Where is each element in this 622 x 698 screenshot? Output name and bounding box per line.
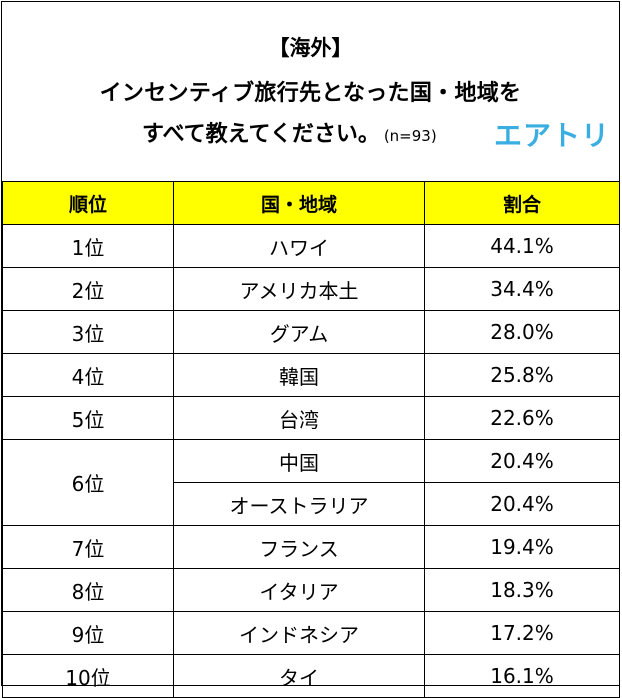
rank-cell: 1位 [2, 224, 174, 268]
percentage-cell: 20.4% [424, 482, 620, 526]
region-cell: タイ [173, 654, 425, 698]
table-row: 10位 タイ 16.1% [2, 654, 620, 698]
region-cell: インドネシア [173, 611, 425, 655]
rank-cell: 6位 [2, 439, 174, 526]
figure-header: 【海外】 インセンティブ旅行先となった国・地域を すべて教えてください。 (n=9… [2, 2, 619, 181]
table-row: 9位 インドネシア 17.2% [2, 611, 620, 655]
table-row: 1位 ハワイ 44.1% [2, 224, 620, 268]
table-header-row: 順位 国・地域 割合 [2, 181, 620, 225]
region-cell: イタリア [173, 568, 425, 612]
percentage-cell: 20.4% [424, 439, 620, 483]
table-row: 8位 イタリア 18.3% [2, 568, 620, 612]
column-header-region: 国・地域 [173, 181, 425, 225]
region-cell: フランス [173, 525, 425, 569]
table-row: 7位 フランス 19.4% [2, 525, 620, 569]
region-cell: グアム [173, 310, 425, 354]
percentage-cell: 17.2% [424, 611, 620, 655]
rank-cell: 8位 [2, 568, 174, 612]
airtrip-logo: エアトリ [494, 119, 611, 152]
category-label: 【海外】 [268, 36, 353, 60]
rank-cell: 5位 [2, 396, 174, 440]
question-title: インセンティブ旅行先となった国・地域を [99, 81, 522, 106]
percentage-cell: 16.1% [424, 654, 620, 698]
table-row: オーストラリア 20.4% [3, 482, 620, 526]
sample-size: (n=93) [383, 127, 437, 145]
rank-cell: 9位 [2, 611, 174, 655]
table-row: 2位 アメリカ本土 34.4% [2, 267, 620, 311]
question-title-continued: すべて教えてください。 (n=93) [142, 116, 437, 148]
region-cell: アメリカ本土 [173, 267, 425, 311]
table-row: 3位 グアム 28.0% [2, 310, 620, 354]
region-cell: オーストラリア [173, 482, 425, 526]
table-row: 5位 台湾 22.6% [2, 396, 620, 440]
rank-cell: 2位 [2, 267, 174, 311]
region-cell: 台湾 [173, 396, 425, 440]
percentage-cell: 34.4% [424, 267, 620, 311]
percentage-cell: 25.8% [424, 353, 620, 397]
percentage-cell: 19.4% [424, 525, 620, 569]
region-cell: 韓国 [173, 353, 425, 397]
rank-cell: 7位 [2, 525, 174, 569]
ranking-table: 順位 国・地域 割合 1位 ハワイ 44.1% 2位 アメリカ本土 34.4% … [2, 181, 620, 698]
rank-cell: 3位 [2, 310, 174, 354]
rank-cell: 10位 [2, 654, 174, 698]
percentage-cell: 18.3% [424, 568, 620, 612]
table-row: 6位 中国 20.4% [2, 439, 620, 526]
table-row: 4位 韓国 25.8% [2, 353, 620, 397]
column-header-percentage: 割合 [424, 181, 620, 225]
question-title-line3: すべて教えてください。 [142, 122, 380, 147]
region-cell: 中国 [173, 439, 425, 483]
percentage-cell: 28.0% [424, 310, 620, 354]
rank-cell: 4位 [2, 353, 174, 397]
column-header-rank: 順位 [2, 181, 174, 225]
percentage-cell: 22.6% [424, 396, 620, 440]
region-cell: ハワイ [173, 224, 425, 268]
percentage-cell: 44.1% [424, 224, 620, 268]
